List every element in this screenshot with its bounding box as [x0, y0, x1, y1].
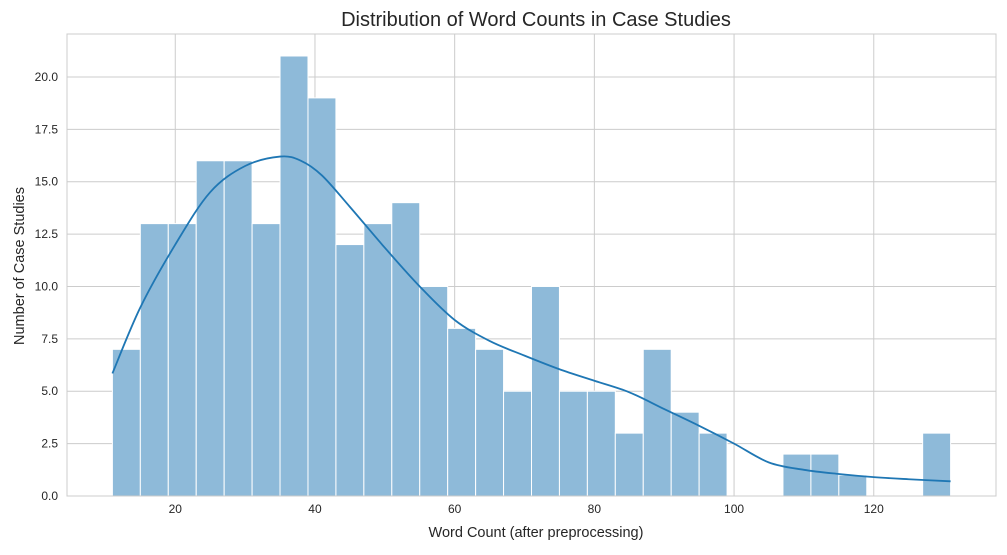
y-tick-label: 20.0 [35, 70, 59, 84]
chart-title: Distribution of Word Counts in Case Stud… [341, 9, 731, 31]
histogram-bar [670, 411, 700, 497]
x-tick-label: 20 [169, 502, 183, 516]
histogram-bar [782, 453, 812, 497]
histogram-bar [922, 432, 952, 497]
histogram-bar [335, 244, 365, 497]
y-tick-label: 10.0 [35, 279, 59, 293]
histogram-bar [614, 432, 644, 497]
y-tick-label: 17.5 [35, 122, 59, 136]
histogram-bar [167, 223, 197, 497]
histogram-bar [111, 348, 141, 497]
x-axis-label: Word Count (after preprocessing) [429, 525, 644, 541]
histogram-bar [223, 160, 253, 497]
y-tick-label: 7.5 [41, 332, 58, 346]
histogram-bar [698, 432, 728, 497]
bars-layer [111, 55, 952, 497]
histogram-bar [419, 285, 449, 497]
y-tick-label: 2.5 [41, 437, 58, 451]
x-tick-label: 120 [864, 502, 884, 516]
histogram-bar [139, 223, 169, 497]
tick-labels: 20 40 60 80 100 120 0.0 2.5 5.0 7.5 10.0 12.5 15.0 17… [35, 70, 884, 516]
histogram-bar [195, 160, 225, 497]
histogram-bar [531, 285, 560, 497]
x-tick-label: 60 [448, 502, 462, 516]
x-tick-label: 40 [308, 502, 322, 516]
y-tick-label: 5.0 [41, 384, 58, 398]
histogram-bar [447, 327, 477, 497]
y-axis-label: Number of Case Studies [12, 187, 28, 345]
histogram-bar [642, 348, 672, 497]
plot-frame [66, 33, 997, 497]
histogram-bar [307, 97, 337, 497]
y-tick-label: 0.0 [41, 489, 58, 503]
histogram-bar [279, 55, 309, 497]
histogram-bar [391, 202, 421, 497]
y-tick-label: 15.0 [35, 175, 59, 189]
histogram-bar [558, 390, 588, 497]
histogram-bar [586, 390, 616, 497]
plot-border [66, 33, 997, 497]
histogram-bar [838, 474, 868, 497]
histogram-bar [503, 390, 532, 497]
histogram-bar [810, 453, 840, 497]
histogram-bar [363, 223, 393, 497]
kde-curve [111, 155, 951, 483]
x-tick-label: 80 [588, 502, 602, 516]
kde-layer [111, 155, 951, 483]
histogram-bar [251, 223, 281, 497]
x-tick-label: 100 [724, 502, 744, 516]
y-tick-label: 12.5 [35, 227, 59, 241]
histogram-bar [475, 348, 505, 497]
